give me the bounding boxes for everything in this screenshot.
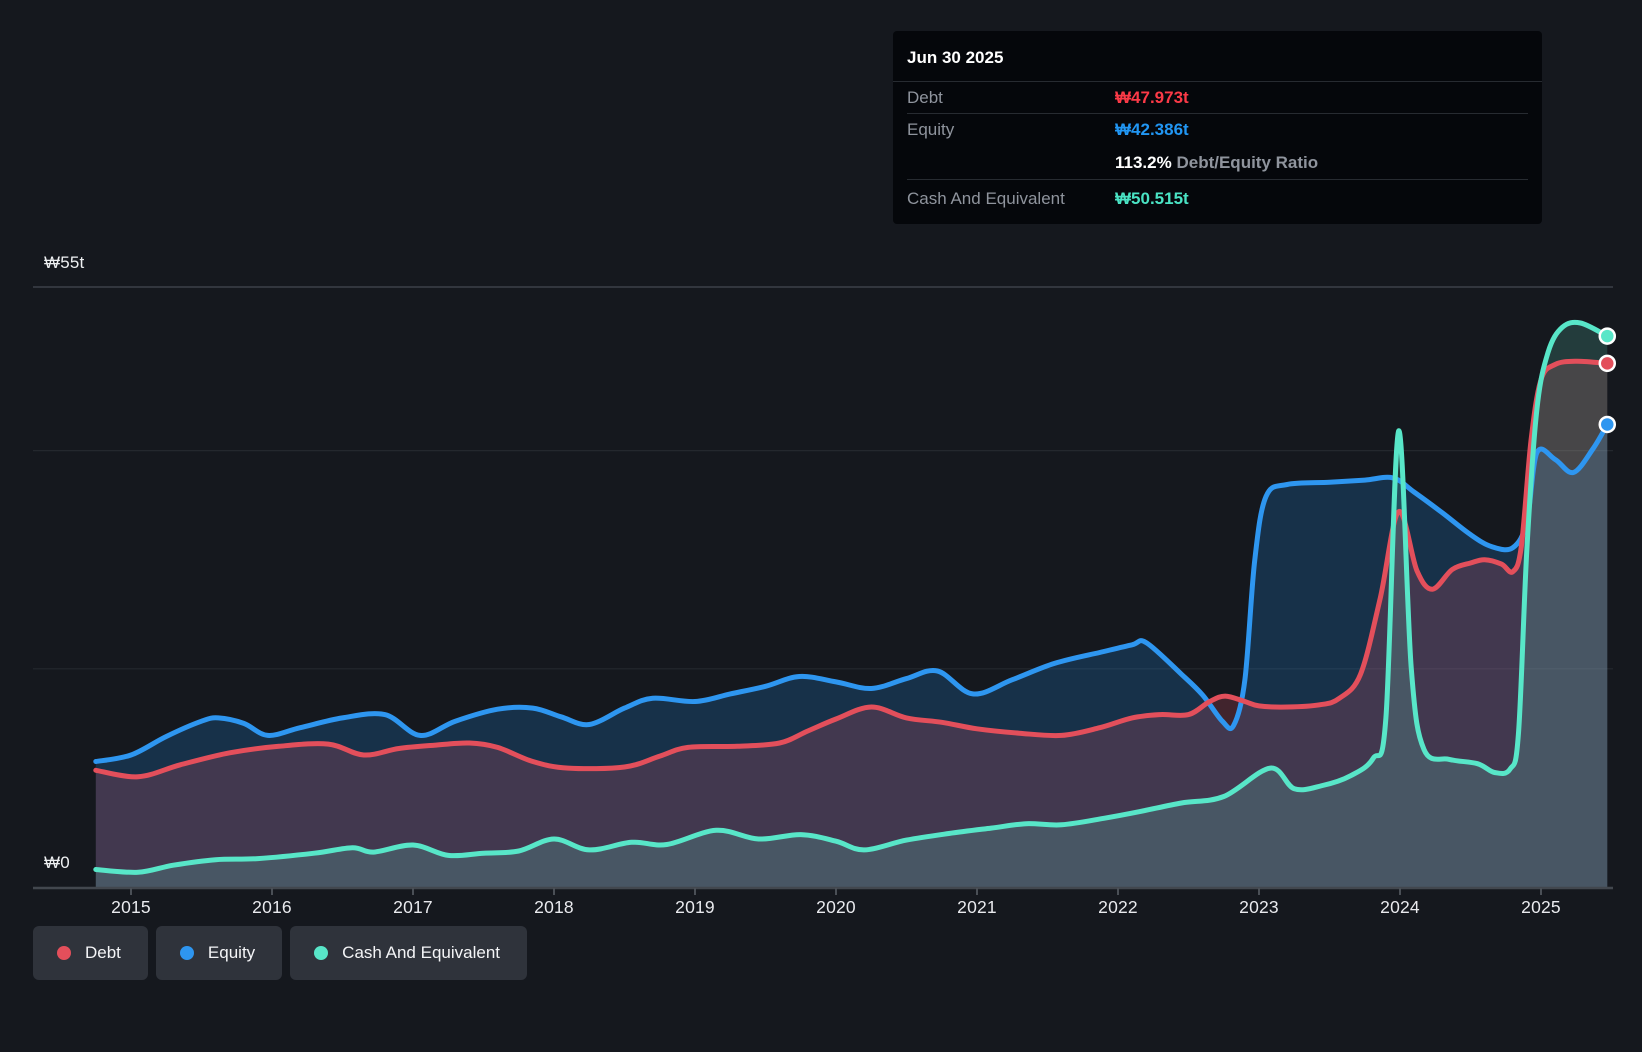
legend: Debt Equity Cash And Equivalent [33, 926, 535, 980]
legend-item-cash[interactable]: Cash And Equivalent [290, 926, 528, 980]
tooltip-cash-label: Cash And Equivalent [907, 189, 1065, 208]
x-axis-label-2020: 2020 [816, 897, 856, 917]
tooltip-row-equity: Equity ₩42.386t [907, 114, 1528, 146]
hover-tooltip: Jun 30 2025 Debt ₩47.973t Equity ₩42.386… [893, 31, 1542, 224]
tooltip-date: Jun 30 2025 [893, 31, 1542, 82]
x-axis-label-2015: 2015 [111, 897, 151, 917]
tooltip-debt-label: Debt [907, 87, 943, 107]
tooltip-ratio-value: 113.2% [1115, 152, 1172, 172]
end-marker-debt [1598, 354, 1617, 373]
equity-series-dot-icon [179, 946, 194, 960]
tooltip-row-ratio: 113.2% Debt/Equity Ratio [907, 146, 1528, 180]
x-axis-label-2019: 2019 [675, 897, 715, 917]
tooltip-row-debt: Debt ₩47.973t [907, 82, 1528, 114]
legend-label-cash: Cash And Equivalent [342, 943, 501, 962]
tooltip-debt-value: ₩47.973t [1115, 87, 1189, 107]
equity-line [93, 422, 1610, 764]
cash-series-dot-icon [314, 946, 329, 960]
end-marker-equity [1598, 415, 1617, 434]
tooltip-equity-label: Equity [907, 120, 955, 139]
x-axis-label-2023: 2023 [1239, 897, 1279, 917]
debt-area [95, 361, 1608, 887]
tooltip-ratio-label: Debt/Equity Ratio [1176, 152, 1319, 172]
x-axis-label-2024: 2024 [1380, 897, 1420, 917]
cash-line [93, 319, 1610, 875]
x-axis-label-2021: 2021 [957, 897, 997, 917]
debt-series-dot-icon [57, 946, 71, 960]
y-axis-label-0: ₩0 [44, 853, 70, 872]
tooltip-equity-value: ₩42.386t [1115, 120, 1189, 139]
legend-item-equity[interactable]: Equity [155, 926, 283, 980]
tooltip-cash-value: ₩50.515t [1115, 189, 1189, 208]
x-axis-label-2025: 2025 [1521, 897, 1561, 917]
tooltip-row-cash: Cash And Equivalent ₩50.515t [907, 180, 1528, 218]
legend-label-debt: Debt [85, 943, 121, 962]
end-marker-cash [1598, 327, 1617, 345]
debt-line [93, 358, 1610, 780]
legend-label-equity: Equity [207, 943, 256, 962]
legend-item-debt[interactable]: Debt [33, 926, 148, 980]
cash-area [95, 322, 1608, 887]
equity-area [95, 424, 1608, 887]
y-axis-label-55: ₩55t [44, 253, 85, 272]
x-axis-label-2018: 2018 [534, 897, 574, 917]
x-axis-label-2016: 2016 [252, 897, 292, 917]
x-axis-label-2017: 2017 [393, 897, 433, 917]
x-axis-label-2022: 2022 [1098, 897, 1138, 917]
